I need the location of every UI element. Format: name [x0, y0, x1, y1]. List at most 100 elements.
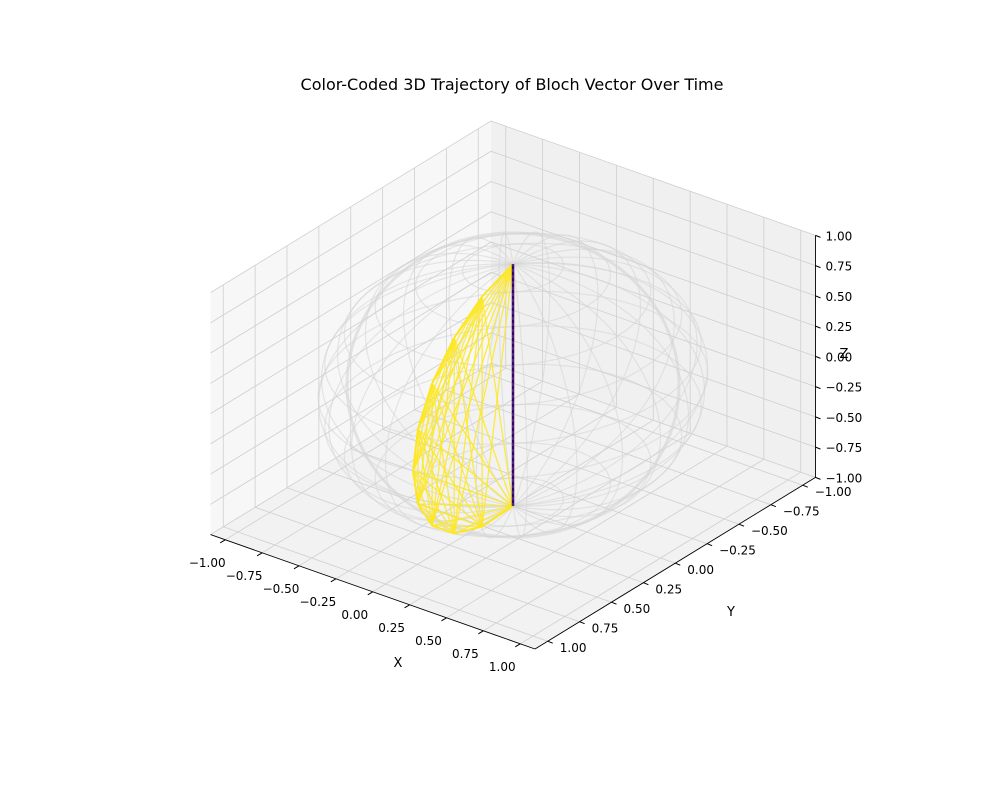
z-tick-label: 1.00 [826, 229, 853, 243]
trajectory-chord [417, 428, 514, 507]
trajectory-chord [453, 337, 514, 507]
z-tick-mark [815, 386, 821, 390]
trajectory-chord [431, 383, 483, 527]
y-tick-label: −0.50 [751, 524, 788, 538]
x-tick-label: −0.25 [299, 595, 336, 609]
z-tick-mark [815, 295, 821, 299]
y-tick-label: −0.25 [719, 544, 756, 558]
trajectory-chord [417, 503, 514, 507]
trajectory-chord [417, 503, 483, 528]
z-tick-mark [815, 325, 821, 329]
y-tick-mark [675, 562, 681, 566]
trajectory-chord [417, 296, 483, 505]
trajectory-chord [431, 296, 483, 384]
gridline-z-back [490, 362, 816, 478]
x-tick-label: 0.25 [378, 621, 405, 635]
trajectory-chord [432, 524, 483, 528]
z-tick-label: −0.50 [826, 411, 863, 425]
x-tick-mark [514, 643, 521, 648]
z-tick-mark [815, 355, 821, 359]
x-tick-label: 0.50 [415, 634, 442, 648]
trajectory-chord [431, 505, 514, 527]
trajectory-chord [431, 296, 483, 526]
x-tick-mark [256, 552, 263, 557]
trajectory-chord [453, 296, 483, 534]
x-axis-label: X [394, 656, 403, 671]
z-tick-label: −0.75 [826, 441, 863, 455]
y-tick-label: −0.75 [783, 505, 820, 519]
y-tick-mark [802, 484, 808, 488]
gridline-y-floor [382, 428, 708, 545]
z-tick-label: 0.75 [826, 260, 853, 274]
x-tick-label: −0.50 [263, 582, 300, 596]
y-tick-label: −1.00 [815, 485, 852, 499]
trajectory-chord [417, 337, 455, 430]
trajectory-chord [417, 429, 455, 534]
z-tick-label: 0.50 [826, 290, 853, 304]
x-tick-mark [404, 604, 410, 609]
z-tick-mark [815, 234, 821, 238]
z-tick-mark [815, 416, 821, 420]
y-tick-mark [706, 543, 713, 547]
y-tick-label: 0.25 [655, 583, 682, 597]
trajectory-chord [481, 263, 514, 527]
y-axis-label: Y [726, 605, 735, 620]
trajectory-chord [417, 337, 455, 505]
chart-title: Color-Coded 3D Trajectory of Bloch Vecto… [301, 75, 724, 94]
gridline-y-floor [254, 506, 580, 623]
gridline-y-floor [223, 526, 548, 642]
gridline-z-back [490, 241, 816, 357]
sphere-parallel [324, 325, 702, 508]
y-tick-mark [579, 621, 585, 625]
gridline-z-left [210, 150, 492, 324]
y-tick-label: 1.00 [560, 641, 587, 655]
sphere-parallel [317, 290, 709, 480]
trajectory-chord [431, 337, 455, 526]
y-tick-mark [738, 523, 745, 527]
trajectory-series [412, 263, 515, 535]
x-tick-mark [478, 630, 484, 635]
x-tick-mark [219, 539, 226, 544]
x-tick-label: −0.75 [226, 569, 263, 583]
z-tick-mark [815, 476, 821, 480]
gridline-z-back [490, 211, 816, 327]
sphere-parallel [324, 262, 702, 445]
x-tick-label: 0.75 [452, 647, 479, 661]
y-tick-label: 0.50 [624, 602, 651, 616]
z-axis-label: Z [840, 347, 849, 362]
trajectory-chord [431, 383, 455, 534]
trajectory-chord [417, 296, 483, 430]
trajectory-chord [412, 470, 483, 528]
trajectory-chord [417, 263, 514, 505]
z-tick-label: 0.00 [826, 350, 853, 364]
y-tick-mark [770, 504, 777, 508]
trajectory-chord [417, 428, 483, 527]
x-tick-label: 0.00 [341, 608, 368, 622]
sphere-outline [345, 231, 681, 539]
z-tick-label: 0.25 [826, 320, 853, 334]
bloch-sphere-wireframe [317, 231, 709, 539]
gridline-z-left [210, 181, 492, 354]
x-tick-label: 1.00 [489, 660, 516, 674]
gridline-z-back [490, 181, 816, 297]
trajectory-chord [453, 263, 514, 338]
z-tick-label: −1.00 [826, 471, 863, 485]
trajectory-chord [417, 383, 433, 505]
gridline-y-floor [478, 370, 803, 486]
gridline-y-floor [446, 389, 772, 506]
x-tick-label: −1.00 [189, 556, 226, 570]
trajectory-chord [412, 470, 455, 534]
z-tick-mark [815, 446, 821, 450]
trajectory-chord [412, 337, 455, 472]
gridline-z-left [210, 120, 492, 293]
x-tick-mark [293, 565, 300, 570]
gridline-z-left [210, 302, 492, 475]
x-tick-mark [441, 617, 447, 622]
z-tick-label: −0.25 [826, 381, 863, 395]
trajectory-chord [481, 296, 514, 507]
x-tick-mark [367, 591, 374, 596]
sphere-parallel [343, 242, 683, 407]
trajectory-chord [431, 382, 514, 507]
y-tick-mark [643, 582, 649, 586]
